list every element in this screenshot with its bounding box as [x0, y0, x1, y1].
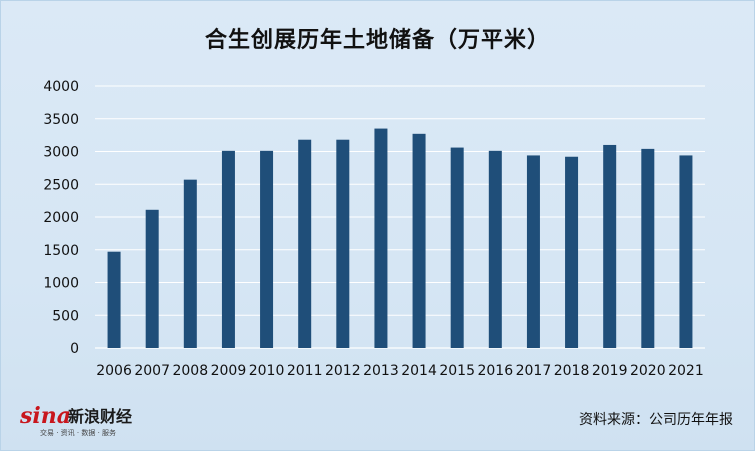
bar-2014 — [412, 133, 426, 348]
bar-2006 — [107, 251, 121, 348]
y-tick-label: 0 — [70, 341, 79, 357]
x-tick-label: 2009 — [211, 363, 247, 379]
bar-2015 — [450, 147, 464, 348]
x-axis-ticks: 2006 2007 2008 2009 2010 2011 2012 2013 2014 2015… — [96, 363, 704, 379]
x-tick-label: 2013 — [363, 363, 399, 379]
x-tick-label: 2010 — [249, 363, 285, 379]
y-tick-label: 1000 — [43, 276, 79, 292]
x-tick-label: 2017 — [516, 363, 552, 379]
chart-title: 合生创展历年土地储备（万平米） — [204, 28, 550, 53]
bar-2013 — [374, 128, 388, 348]
bars — [107, 128, 693, 348]
bar-2007 — [145, 209, 159, 348]
x-tick-label: 2006 — [96, 363, 132, 379]
logo-mark: sina — [19, 403, 71, 429]
x-tick-label: 2012 — [325, 363, 361, 379]
y-axis-ticks: 0 500 1000 1500 2000 2500 3000 3500 4000 — [43, 79, 79, 357]
y-tick-label: 4000 — [43, 79, 79, 95]
y-tick-label: 1500 — [43, 243, 79, 259]
bar-2017 — [526, 155, 540, 348]
bar-2010 — [260, 150, 274, 348]
x-tick-label: 2011 — [287, 363, 323, 379]
bar-2016 — [488, 150, 502, 348]
x-tick-label: 2021 — [668, 363, 704, 379]
y-tick-label: 2500 — [43, 177, 79, 193]
x-tick-label: 2007 — [134, 363, 170, 379]
x-tick-label: 2014 — [401, 363, 437, 379]
logo-tagline: 交易 · 资讯 · 数据 · 服务 — [40, 428, 116, 437]
bar-2011 — [298, 139, 312, 348]
bar-2019 — [603, 144, 617, 348]
bar-2012 — [336, 139, 350, 348]
x-tick-label: 2020 — [630, 363, 666, 379]
source-note: 资料来源：公司历年年报 — [579, 412, 733, 428]
x-tick-label: 2015 — [439, 363, 475, 379]
y-tick-label: 3000 — [43, 145, 79, 161]
bar-2009 — [221, 150, 235, 348]
logo-name: 新浪财经 — [68, 407, 132, 426]
x-tick-label: 2008 — [172, 363, 208, 379]
y-tick-label: 2000 — [43, 210, 79, 226]
y-tick-label: 3500 — [43, 112, 79, 128]
x-tick-label: 2016 — [477, 363, 513, 379]
bar-2021 — [679, 155, 693, 348]
y-tick-label: 500 — [52, 308, 79, 324]
x-tick-label: 2019 — [592, 363, 628, 379]
bar-2008 — [183, 179, 197, 348]
sina-finance-logo: sina 新浪财经 交易 · 资讯 · 数据 · 服务 — [19, 403, 132, 437]
bar-2018 — [565, 156, 579, 348]
bar-2020 — [641, 148, 655, 348]
x-tick-label: 2018 — [554, 363, 590, 379]
